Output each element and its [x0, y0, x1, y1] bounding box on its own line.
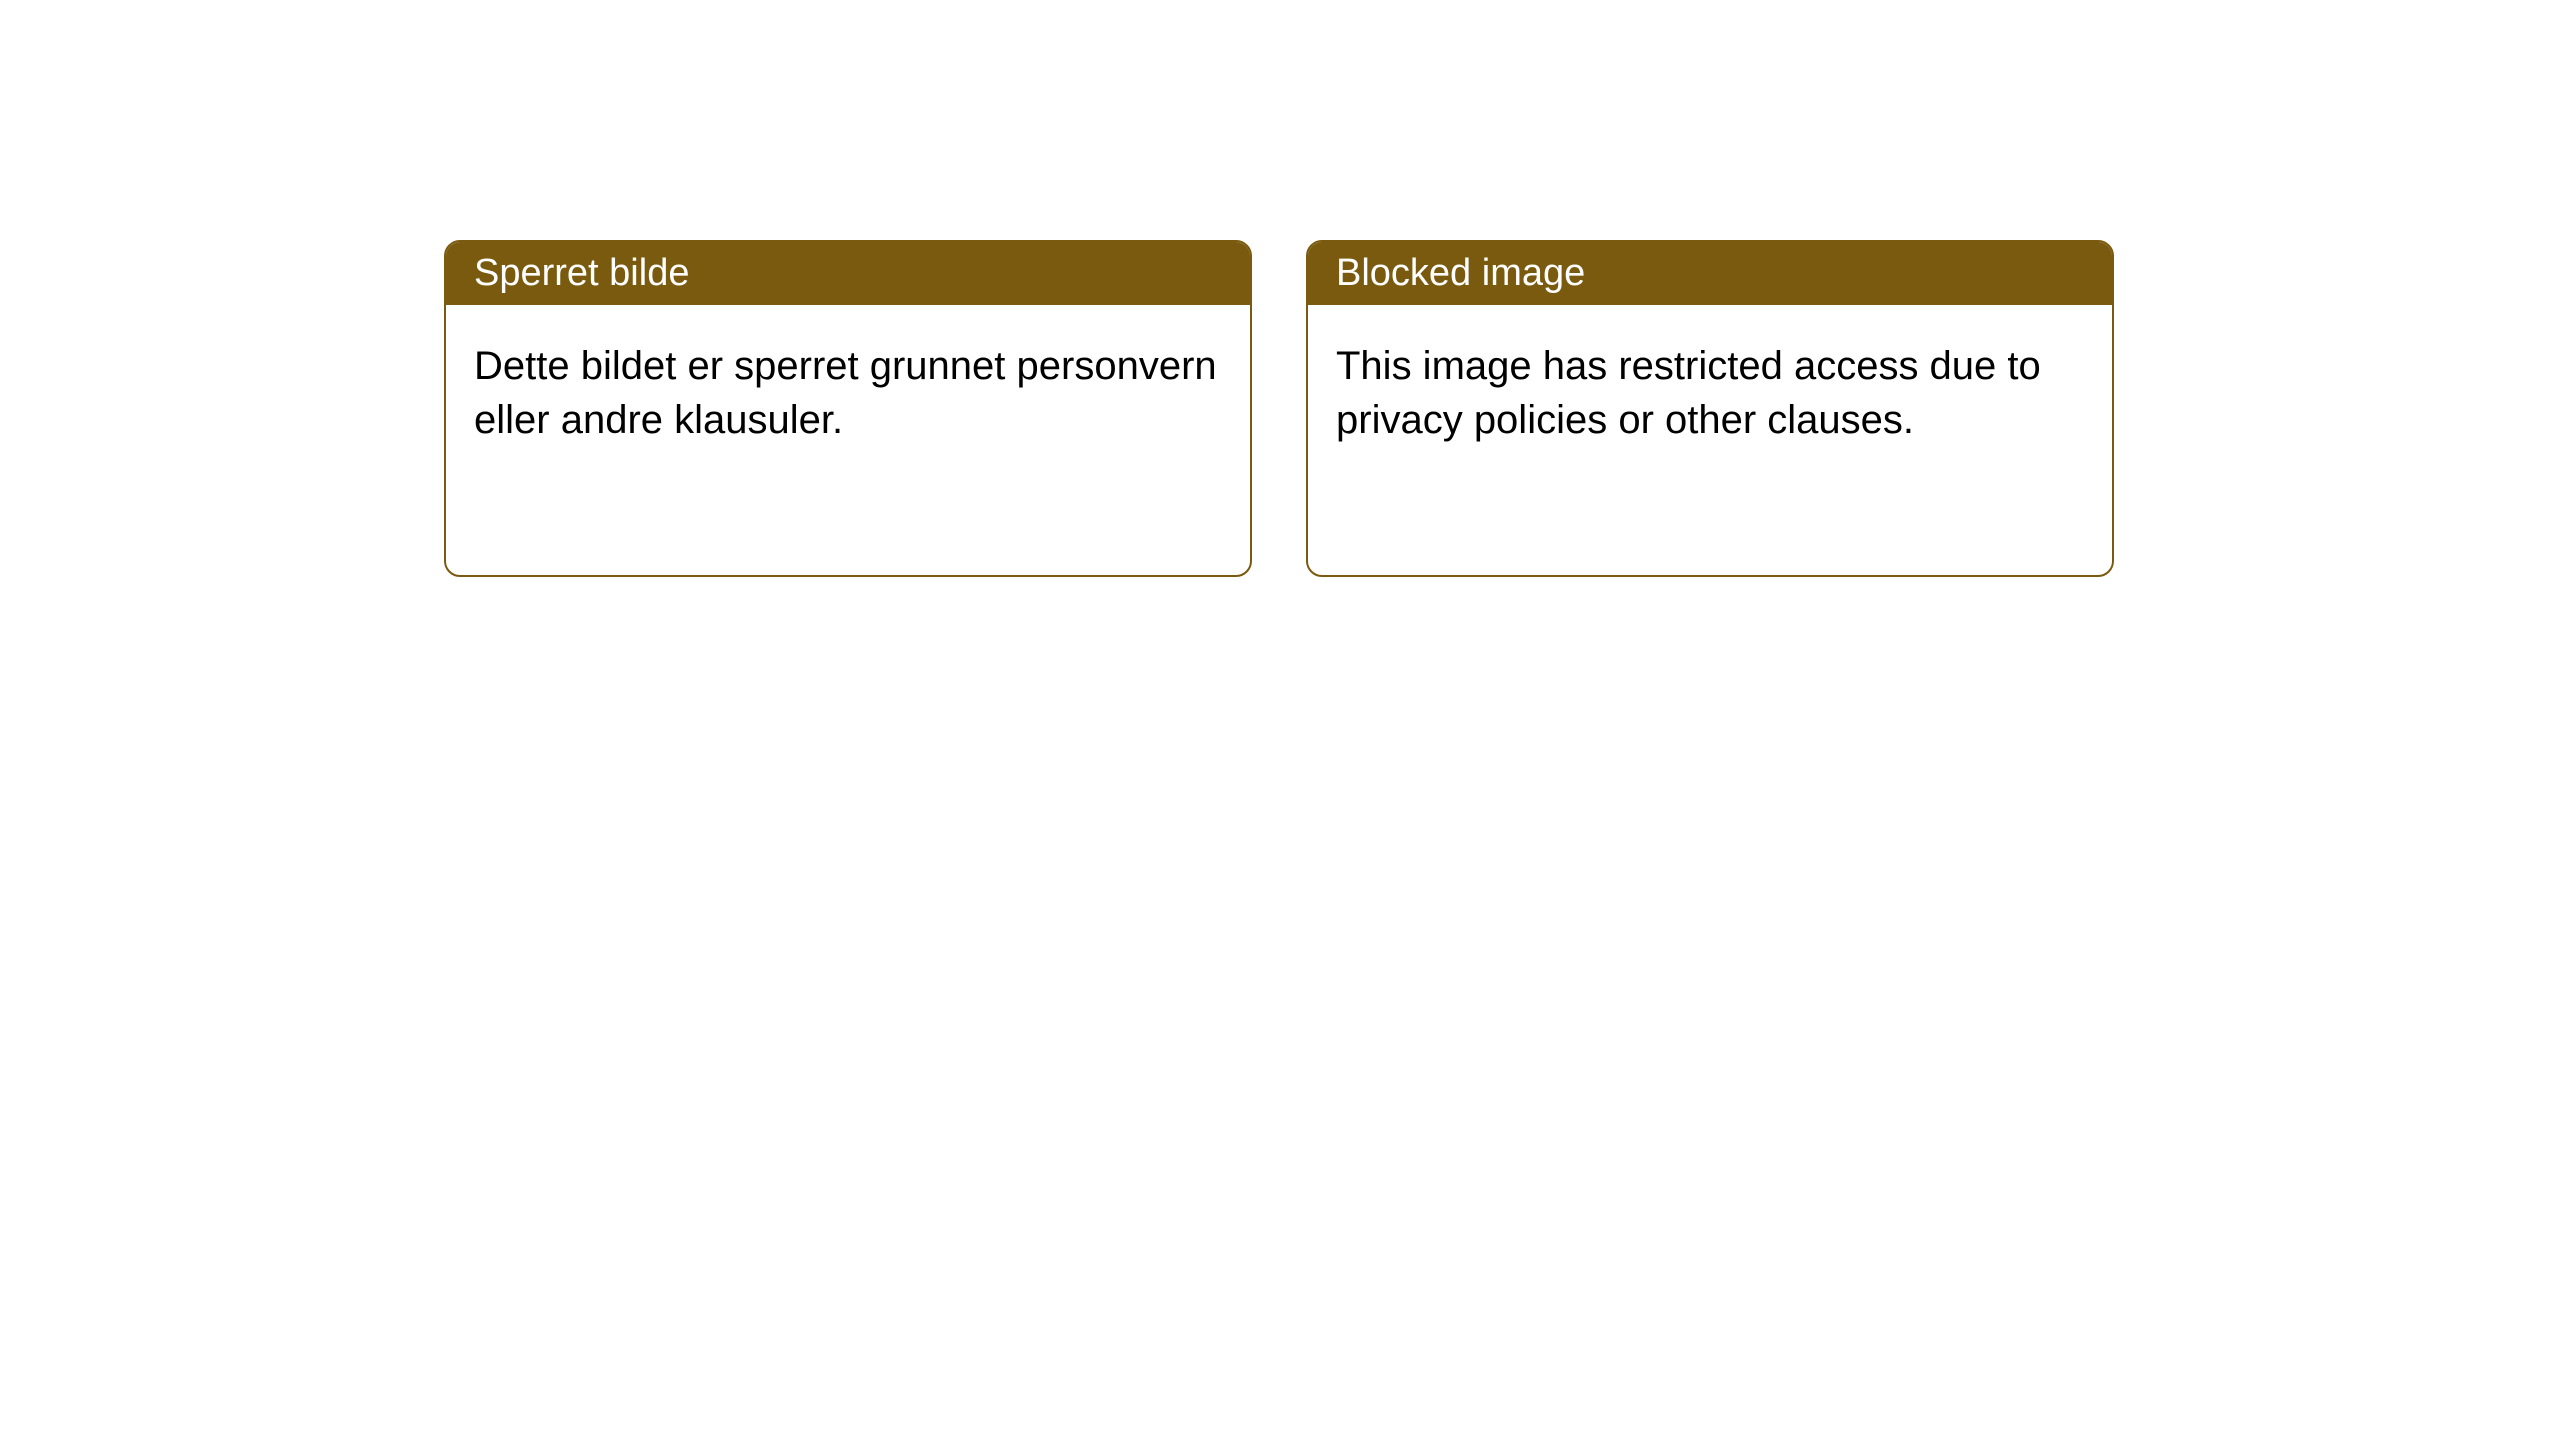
notice-title: Blocked image [1336, 252, 1585, 294]
notice-header: Sperret bilde [446, 242, 1250, 305]
notice-card-norwegian: Sperret bilde Dette bildet er sperret gr… [444, 240, 1252, 577]
notice-body: This image has restricted access due to … [1308, 305, 2112, 575]
notice-title: Sperret bilde [474, 252, 689, 294]
notice-body-text: This image has restricted access due to … [1336, 344, 2041, 442]
notice-container: Sperret bilde Dette bildet er sperret gr… [444, 240, 2114, 577]
notice-card-english: Blocked image This image has restricted … [1306, 240, 2114, 577]
notice-header: Blocked image [1308, 242, 2112, 305]
notice-body: Dette bildet er sperret grunnet personve… [446, 305, 1250, 575]
notice-body-text: Dette bildet er sperret grunnet personve… [474, 344, 1217, 442]
